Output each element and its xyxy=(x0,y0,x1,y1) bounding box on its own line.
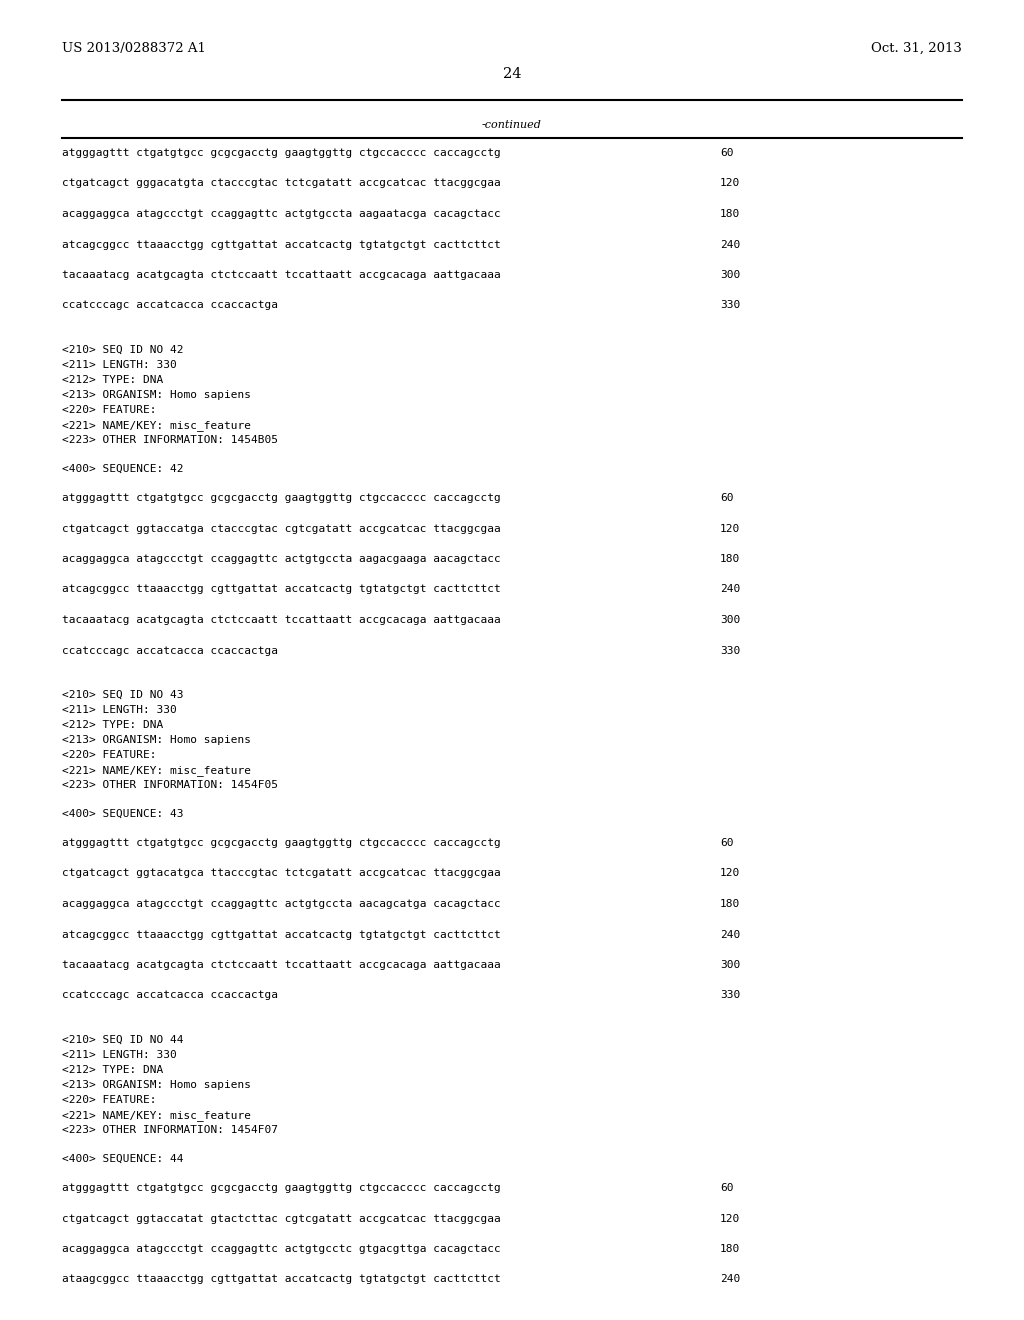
Text: -continued: -continued xyxy=(482,120,542,129)
Text: ccatcccagc accatcacca ccaccactga: ccatcccagc accatcacca ccaccactga xyxy=(62,990,278,1001)
Text: acaggaggca atagccctgt ccaggagttc actgtgccta aacagcatga cacagctacc: acaggaggca atagccctgt ccaggagttc actgtgc… xyxy=(62,899,501,909)
Text: <213> ORGANISM: Homo sapiens: <213> ORGANISM: Homo sapiens xyxy=(62,735,251,744)
Text: 330: 330 xyxy=(720,990,740,1001)
Text: 330: 330 xyxy=(720,645,740,656)
Text: <223> OTHER INFORMATION: 1454F05: <223> OTHER INFORMATION: 1454F05 xyxy=(62,780,278,789)
Text: ctgatcagct ggtaccatga ctacccgtac cgtcgatatt accgcatcac ttacggcgaa: ctgatcagct ggtaccatga ctacccgtac cgtcgat… xyxy=(62,524,501,533)
Text: <212> TYPE: DNA: <212> TYPE: DNA xyxy=(62,719,163,730)
Text: 240: 240 xyxy=(720,239,740,249)
Text: <221> NAME/KEY: misc_feature: <221> NAME/KEY: misc_feature xyxy=(62,420,251,430)
Text: atcagcggcc ttaaacctgg cgttgattat accatcactg tgtatgctgt cacttcttct: atcagcggcc ttaaacctgg cgttgattat accatca… xyxy=(62,585,501,594)
Text: 120: 120 xyxy=(720,1213,740,1224)
Text: acaggaggca atagccctgt ccaggagttc actgtgccta aagacgaaga aacagctacc: acaggaggca atagccctgt ccaggagttc actgtgc… xyxy=(62,554,501,564)
Text: <213> ORGANISM: Homo sapiens: <213> ORGANISM: Homo sapiens xyxy=(62,389,251,400)
Text: <220> FEATURE:: <220> FEATURE: xyxy=(62,750,157,760)
Text: <221> NAME/KEY: misc_feature: <221> NAME/KEY: misc_feature xyxy=(62,1110,251,1121)
Text: 240: 240 xyxy=(720,929,740,940)
Text: 180: 180 xyxy=(720,209,740,219)
Text: ataagcggcc ttaaacctgg cgttgattat accatcactg tgtatgctgt cacttcttct: ataagcggcc ttaaacctgg cgttgattat accatca… xyxy=(62,1275,501,1284)
Text: 300: 300 xyxy=(720,615,740,624)
Text: 180: 180 xyxy=(720,1243,740,1254)
Text: <400> SEQUENCE: 43: <400> SEQUENCE: 43 xyxy=(62,809,183,818)
Text: <400> SEQUENCE: 44: <400> SEQUENCE: 44 xyxy=(62,1154,183,1164)
Text: <213> ORGANISM: Homo sapiens: <213> ORGANISM: Homo sapiens xyxy=(62,1080,251,1090)
Text: 60: 60 xyxy=(720,838,733,847)
Text: <212> TYPE: DNA: <212> TYPE: DNA xyxy=(62,1065,163,1074)
Text: <211> LENGTH: 330: <211> LENGTH: 330 xyxy=(62,705,177,715)
Text: Oct. 31, 2013: Oct. 31, 2013 xyxy=(871,42,962,55)
Text: <212> TYPE: DNA: <212> TYPE: DNA xyxy=(62,375,163,385)
Text: <210> SEQ ID NO 43: <210> SEQ ID NO 43 xyxy=(62,690,183,700)
Text: <211> LENGTH: 330: <211> LENGTH: 330 xyxy=(62,360,177,370)
Text: atgggagttt ctgatgtgcc gcgcgacctg gaagtggttg ctgccacccc caccagcctg: atgggagttt ctgatgtgcc gcgcgacctg gaagtgg… xyxy=(62,148,501,158)
Text: 60: 60 xyxy=(720,492,733,503)
Text: atgggagttt ctgatgtgcc gcgcgacctg gaagtggttg ctgccacccc caccagcctg: atgggagttt ctgatgtgcc gcgcgacctg gaagtgg… xyxy=(62,492,501,503)
Text: <220> FEATURE:: <220> FEATURE: xyxy=(62,1096,157,1105)
Text: ccatcccagc accatcacca ccaccactga: ccatcccagc accatcacca ccaccactga xyxy=(62,301,278,310)
Text: 60: 60 xyxy=(720,148,733,158)
Text: 180: 180 xyxy=(720,554,740,564)
Text: <400> SEQUENCE: 42: <400> SEQUENCE: 42 xyxy=(62,465,183,474)
Text: 240: 240 xyxy=(720,1275,740,1284)
Text: 300: 300 xyxy=(720,960,740,970)
Text: ccatcccagc accatcacca ccaccactga: ccatcccagc accatcacca ccaccactga xyxy=(62,645,278,656)
Text: acaggaggca atagccctgt ccaggagttc actgtgcctc gtgacgttga cacagctacc: acaggaggca atagccctgt ccaggagttc actgtgc… xyxy=(62,1243,501,1254)
Text: ctgatcagct gggacatgta ctacccgtac tctcgatatt accgcatcac ttacggcgaa: ctgatcagct gggacatgta ctacccgtac tctcgat… xyxy=(62,178,501,189)
Text: 120: 120 xyxy=(720,869,740,879)
Text: tacaaatacg acatgcagta ctctccaatt tccattaatt accgcacaga aattgacaaa: tacaaatacg acatgcagta ctctccaatt tccatta… xyxy=(62,960,501,970)
Text: <211> LENGTH: 330: <211> LENGTH: 330 xyxy=(62,1049,177,1060)
Text: ctgatcagct ggtacatgca ttacccgtac tctcgatatt accgcatcac ttacggcgaa: ctgatcagct ggtacatgca ttacccgtac tctcgat… xyxy=(62,869,501,879)
Text: 24: 24 xyxy=(503,67,521,81)
Text: <221> NAME/KEY: misc_feature: <221> NAME/KEY: misc_feature xyxy=(62,766,251,776)
Text: US 2013/0288372 A1: US 2013/0288372 A1 xyxy=(62,42,206,55)
Text: ctgatcagct ggtaccatat gtactcttac cgtcgatatt accgcatcac ttacggcgaa: ctgatcagct ggtaccatat gtactcttac cgtcgat… xyxy=(62,1213,501,1224)
Text: 120: 120 xyxy=(720,524,740,533)
Text: tacaaatacg acatgcagta ctctccaatt tccattaatt accgcacaga aattgacaaa: tacaaatacg acatgcagta ctctccaatt tccatta… xyxy=(62,271,501,280)
Text: atcagcggcc ttaaacctgg cgttgattat accatcactg tgtatgctgt cacttcttct: atcagcggcc ttaaacctgg cgttgattat accatca… xyxy=(62,239,501,249)
Text: 120: 120 xyxy=(720,178,740,189)
Text: 300: 300 xyxy=(720,271,740,280)
Text: 180: 180 xyxy=(720,899,740,909)
Text: <223> OTHER INFORMATION: 1454B05: <223> OTHER INFORMATION: 1454B05 xyxy=(62,436,278,445)
Text: 330: 330 xyxy=(720,301,740,310)
Text: <210> SEQ ID NO 42: <210> SEQ ID NO 42 xyxy=(62,345,183,355)
Text: <220> FEATURE:: <220> FEATURE: xyxy=(62,405,157,414)
Text: atcagcggcc ttaaacctgg cgttgattat accatcactg tgtatgctgt cacttcttct: atcagcggcc ttaaacctgg cgttgattat accatca… xyxy=(62,929,501,940)
Text: <223> OTHER INFORMATION: 1454F07: <223> OTHER INFORMATION: 1454F07 xyxy=(62,1125,278,1135)
Text: atgggagttt ctgatgtgcc gcgcgacctg gaagtggttg ctgccacccc caccagcctg: atgggagttt ctgatgtgcc gcgcgacctg gaagtgg… xyxy=(62,1183,501,1193)
Text: acaggaggca atagccctgt ccaggagttc actgtgccta aagaatacga cacagctacc: acaggaggca atagccctgt ccaggagttc actgtgc… xyxy=(62,209,501,219)
Text: <210> SEQ ID NO 44: <210> SEQ ID NO 44 xyxy=(62,1035,183,1045)
Text: 60: 60 xyxy=(720,1183,733,1193)
Text: 240: 240 xyxy=(720,585,740,594)
Text: atgggagttt ctgatgtgcc gcgcgacctg gaagtggttg ctgccacccc caccagcctg: atgggagttt ctgatgtgcc gcgcgacctg gaagtgg… xyxy=(62,838,501,847)
Text: tacaaatacg acatgcagta ctctccaatt tccattaatt accgcacaga aattgacaaa: tacaaatacg acatgcagta ctctccaatt tccatta… xyxy=(62,615,501,624)
